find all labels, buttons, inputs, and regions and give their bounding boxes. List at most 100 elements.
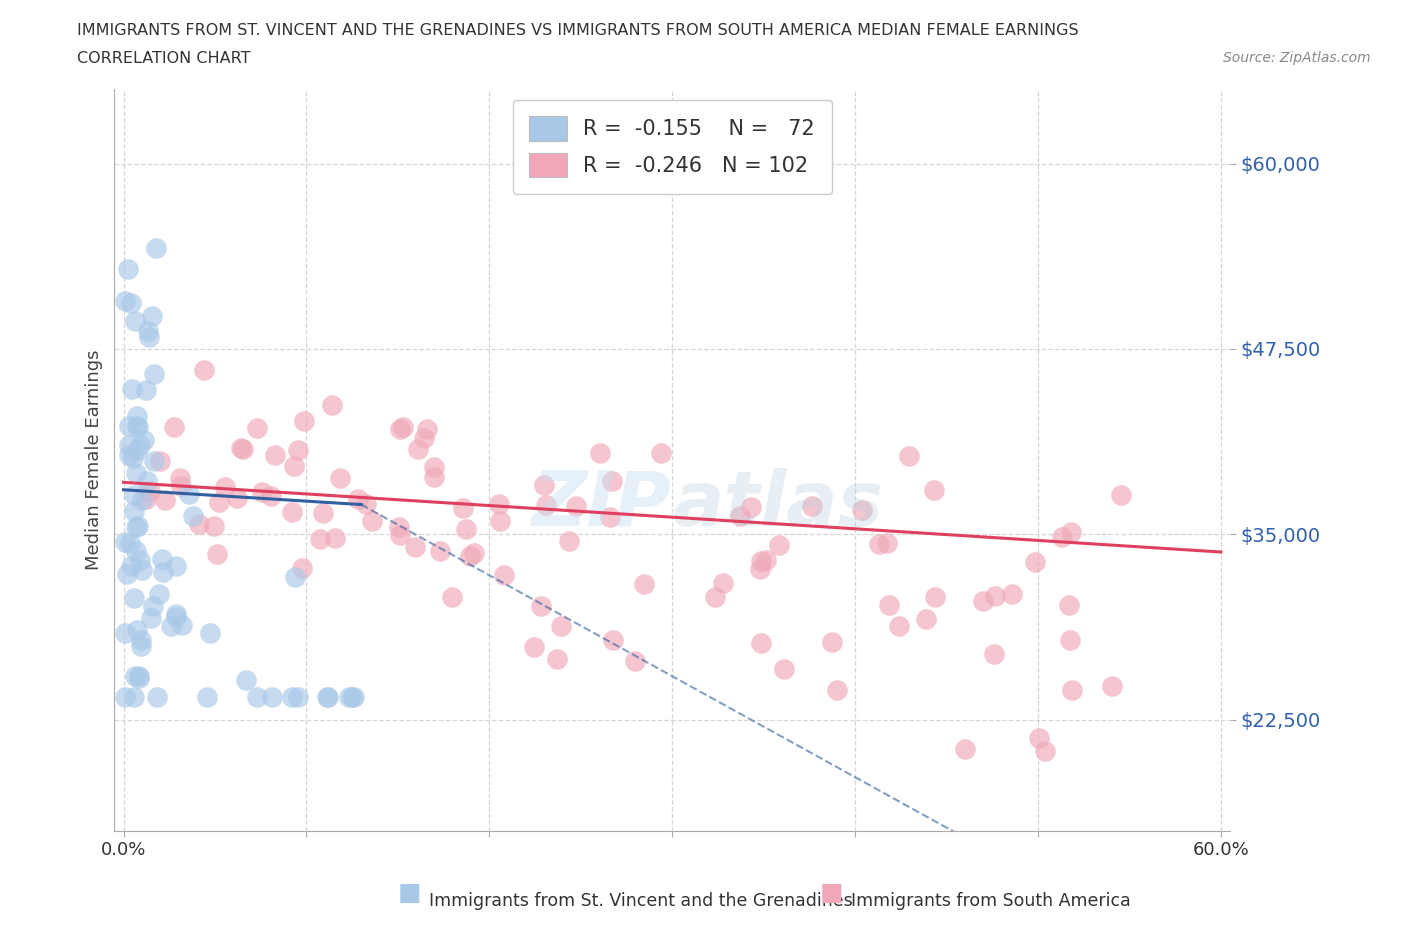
Point xyxy=(599,510,621,525)
Point xyxy=(127,519,149,534)
Point xyxy=(280,505,302,520)
Point xyxy=(280,690,302,705)
Point xyxy=(392,419,415,434)
Point xyxy=(340,690,363,705)
Point xyxy=(125,443,148,458)
Point xyxy=(125,465,148,480)
Point xyxy=(145,241,167,256)
Point xyxy=(245,420,267,435)
Point xyxy=(114,626,136,641)
Point xyxy=(139,484,162,498)
Point xyxy=(131,493,153,508)
Point xyxy=(1060,683,1083,698)
Point xyxy=(1035,744,1057,759)
Point xyxy=(127,419,149,434)
Point xyxy=(122,450,145,465)
Point xyxy=(291,561,314,576)
Point xyxy=(114,690,136,705)
Point xyxy=(868,537,890,551)
Point xyxy=(440,590,463,604)
Point xyxy=(129,638,152,653)
Point xyxy=(315,690,337,705)
Point xyxy=(235,672,257,687)
Point xyxy=(740,500,762,515)
Point xyxy=(546,652,568,667)
Point xyxy=(226,491,249,506)
Point xyxy=(1024,555,1046,570)
Point xyxy=(1101,679,1123,694)
Text: Source: ZipAtlas.com: Source: ZipAtlas.com xyxy=(1223,51,1371,65)
Point xyxy=(128,669,150,684)
Y-axis label: Median Female Earnings: Median Female Earnings xyxy=(86,350,103,570)
Text: IMMIGRANTS FROM ST. VINCENT AND THE GRENADINES VS IMMIGRANTS FROM SOUTH AMERICA : IMMIGRANTS FROM ST. VINCENT AND THE GREN… xyxy=(77,23,1078,38)
Point xyxy=(124,543,146,558)
Point xyxy=(650,445,672,460)
Text: ZIP: ZIP xyxy=(533,468,672,541)
Point xyxy=(118,438,141,453)
Text: ■: ■ xyxy=(820,881,844,905)
Point xyxy=(129,632,152,647)
Point xyxy=(202,519,225,534)
Point xyxy=(423,459,446,474)
Point xyxy=(250,485,273,499)
Point xyxy=(259,488,281,503)
Point xyxy=(429,544,451,559)
Point xyxy=(1001,586,1024,601)
Text: Immigrants from South America: Immigrants from South America xyxy=(851,892,1130,910)
Point xyxy=(346,492,368,507)
Point xyxy=(122,503,145,518)
Point xyxy=(131,563,153,578)
Point xyxy=(232,442,254,457)
Point xyxy=(361,513,384,528)
Point xyxy=(589,445,612,460)
Point xyxy=(292,413,315,428)
Point xyxy=(165,607,187,622)
Point xyxy=(983,646,1005,661)
Point xyxy=(208,495,231,510)
Legend: R =  -0.155    N =   72, R =  -0.246   N = 102: R = -0.155 N = 72, R = -0.246 N = 102 xyxy=(513,100,832,193)
Point xyxy=(283,458,305,473)
Point xyxy=(146,690,169,705)
Point xyxy=(138,329,160,344)
Point xyxy=(312,505,335,520)
Point xyxy=(115,567,138,582)
Point xyxy=(1111,488,1133,503)
Point xyxy=(768,538,790,552)
Point xyxy=(172,618,194,632)
Point xyxy=(530,599,553,614)
Point xyxy=(749,554,772,569)
Point xyxy=(122,591,145,605)
Point xyxy=(898,449,921,464)
Point xyxy=(492,567,515,582)
Point xyxy=(165,559,187,574)
Point xyxy=(388,527,411,542)
Point xyxy=(451,500,474,515)
Point xyxy=(456,522,478,537)
Point xyxy=(148,587,170,602)
Point xyxy=(321,398,343,413)
Point xyxy=(323,530,346,545)
Point xyxy=(120,296,142,311)
Point xyxy=(416,422,439,437)
Point xyxy=(602,632,624,647)
Point xyxy=(1057,598,1080,613)
Point xyxy=(231,441,253,456)
Point xyxy=(755,552,778,567)
Point xyxy=(309,532,332,547)
Point xyxy=(488,513,510,528)
Point xyxy=(825,683,848,698)
Point xyxy=(983,589,1005,604)
Point xyxy=(135,383,157,398)
Point xyxy=(704,590,727,604)
Point xyxy=(534,497,557,512)
Point xyxy=(149,454,172,469)
Point xyxy=(388,519,411,534)
Text: CORRELATION CHART: CORRELATION CHART xyxy=(77,51,250,66)
Point xyxy=(142,453,165,468)
Point xyxy=(889,618,911,633)
Point xyxy=(749,562,772,577)
Point xyxy=(260,690,283,705)
Point xyxy=(533,478,555,493)
Point xyxy=(263,448,285,463)
Point xyxy=(550,619,572,634)
